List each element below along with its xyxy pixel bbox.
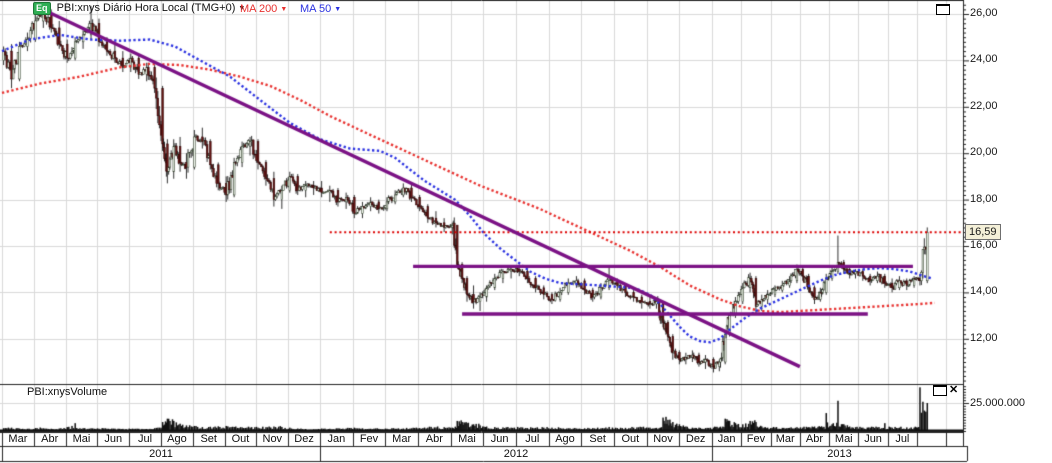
time-axis-month-label: Fev	[359, 433, 379, 445]
time-axis-month-label: Dez	[294, 433, 314, 445]
chart-header: Eq PBI:xnys Diário Hora Local (TMG+0) ▼	[33, 2, 245, 15]
ma200-dropdown[interactable]: MA 200 ▼	[240, 3, 287, 15]
instrument-type-badge: Eq	[33, 2, 51, 15]
volume-pane-title: PBI:xnysVolume	[27, 386, 108, 398]
last-price-tag: 16,59	[965, 224, 1001, 240]
chart-title-dropdown[interactable]: PBI:xnys Diário Hora Local (TMG+0) ▼	[57, 2, 246, 14]
price-axis-label: 24,00	[970, 53, 998, 66]
volume-axis-label: 25.000.000	[970, 397, 1026, 409]
time-axis-month-label: Jan	[717, 433, 736, 445]
time-axis-year-label: 2013	[827, 448, 852, 460]
price-axis-label: 26,00	[970, 7, 998, 19]
time-axis-month-label: Jan	[327, 433, 346, 445]
ma50-dropdown[interactable]: MA 50 ▼	[300, 3, 341, 15]
time-axis-month-label: Out	[231, 433, 250, 445]
time-axis-month-label: Nov	[653, 433, 673, 445]
chevron-down-icon: ▼	[334, 6, 342, 13]
time-axis-month-label: Dez	[685, 433, 706, 445]
price-axis-label: 14,00	[970, 285, 998, 298]
price-axis-label: 12,00	[970, 331, 998, 344]
time-axis-month-label: Nov	[262, 433, 283, 445]
time-axis-month-label: Ago	[167, 433, 187, 445]
time-axis-month-label: Abr	[805, 433, 824, 445]
time-axis-month-label: Abr	[41, 433, 59, 445]
time-axis-year-label: 2011	[149, 448, 173, 460]
time-axis-month-label: Mai	[834, 433, 853, 445]
time-axis-year-label: 2012	[503, 448, 529, 460]
time-axis-month-label: Jul	[895, 433, 910, 445]
chart-title: PBI:xnys Diário Hora Local (TMG+0)	[56, 2, 236, 14]
price-axis-label: 16,00	[970, 239, 998, 251]
time-axis-month-label: Mar	[392, 433, 412, 445]
ma50-label: MA 50	[300, 3, 332, 15]
chevron-down-icon: ▼	[280, 6, 288, 13]
chevron-down-icon: ▼	[238, 5, 246, 12]
time-axis-month-label: Abr	[425, 433, 443, 445]
time-axis-month-label: Ago	[555, 433, 575, 445]
price-axis-label: 20,00	[970, 146, 998, 159]
time-axis-month-label: Jun	[864, 433, 882, 445]
time-axis-month-label: Mai	[72, 433, 91, 445]
time-axis-month-label: Jun	[490, 433, 509, 445]
time-axis-month-label: Out	[621, 433, 640, 445]
time-axis-month-label: Mai	[458, 433, 476, 445]
price-axis-label: 22,00	[970, 99, 998, 112]
time-axis-month-label: Mar	[8, 433, 28, 445]
time-axis-month-label: Fev	[746, 433, 766, 445]
price-axis-label: 18,00	[970, 192, 998, 205]
time-axis-month-label: Jul	[525, 433, 540, 445]
maximize-volume-pane-button[interactable]	[933, 385, 947, 396]
time-axis-month-label: Set	[200, 433, 217, 445]
ma200-label: MA 200	[240, 3, 278, 15]
time-axis-month-label: Mar	[775, 433, 795, 445]
time-axis-month-label: Jun	[104, 433, 123, 445]
time-axis-month-label: Set	[589, 433, 606, 445]
maximize-main-pane-button[interactable]	[936, 4, 950, 15]
time-axis-month-label: Jul	[138, 433, 153, 445]
close-volume-pane-button[interactable]: ✕	[949, 384, 959, 396]
